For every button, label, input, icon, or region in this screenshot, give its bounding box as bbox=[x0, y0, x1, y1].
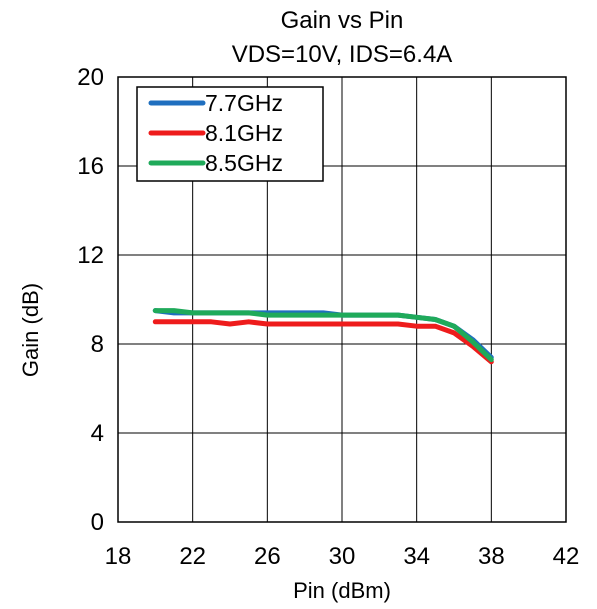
x-tick-label: 42 bbox=[553, 543, 580, 570]
series-line-7-7ghz bbox=[152, 308, 494, 360]
x-tick-label: 18 bbox=[105, 543, 132, 570]
x-tick-label: 30 bbox=[329, 543, 356, 570]
chart-title: Gain vs Pin bbox=[281, 7, 404, 34]
legend-label: 7.7GHz bbox=[205, 90, 283, 116]
legend: 7.7GHz 8.1GHz 8.5GHz bbox=[136, 86, 324, 182]
y-tick-label: 4 bbox=[91, 420, 104, 447]
x-tick-labels: 18 22 26 30 34 38 42 bbox=[105, 543, 580, 570]
y-tick-label: 16 bbox=[77, 153, 104, 180]
chart-subtitle: VDS=10V, IDS=6.4A bbox=[232, 41, 453, 68]
x-axis-label: Pin (dBm) bbox=[293, 578, 391, 603]
x-tick-label: 34 bbox=[403, 543, 430, 570]
legend-label: 8.5GHz bbox=[205, 150, 283, 176]
y-tick-label: 8 bbox=[91, 331, 104, 358]
series-line-8-5ghz bbox=[152, 308, 494, 363]
y-tick-label: 0 bbox=[91, 509, 104, 536]
y-tick-label: 20 bbox=[77, 64, 104, 91]
y-tick-labels: 0 4 8 12 16 20 bbox=[77, 64, 104, 536]
legend-label: 8.1GHz bbox=[205, 120, 283, 146]
series-layer bbox=[152, 308, 494, 365]
y-axis-label: Gain (dB) bbox=[18, 283, 43, 377]
x-tick-label: 22 bbox=[179, 543, 206, 570]
plot-frame bbox=[117, 76, 567, 523]
y-tick-label: 12 bbox=[77, 242, 104, 269]
series-line-8-1ghz bbox=[152, 319, 494, 365]
x-tick-label: 38 bbox=[478, 543, 505, 570]
x-tick-label: 26 bbox=[254, 543, 281, 570]
